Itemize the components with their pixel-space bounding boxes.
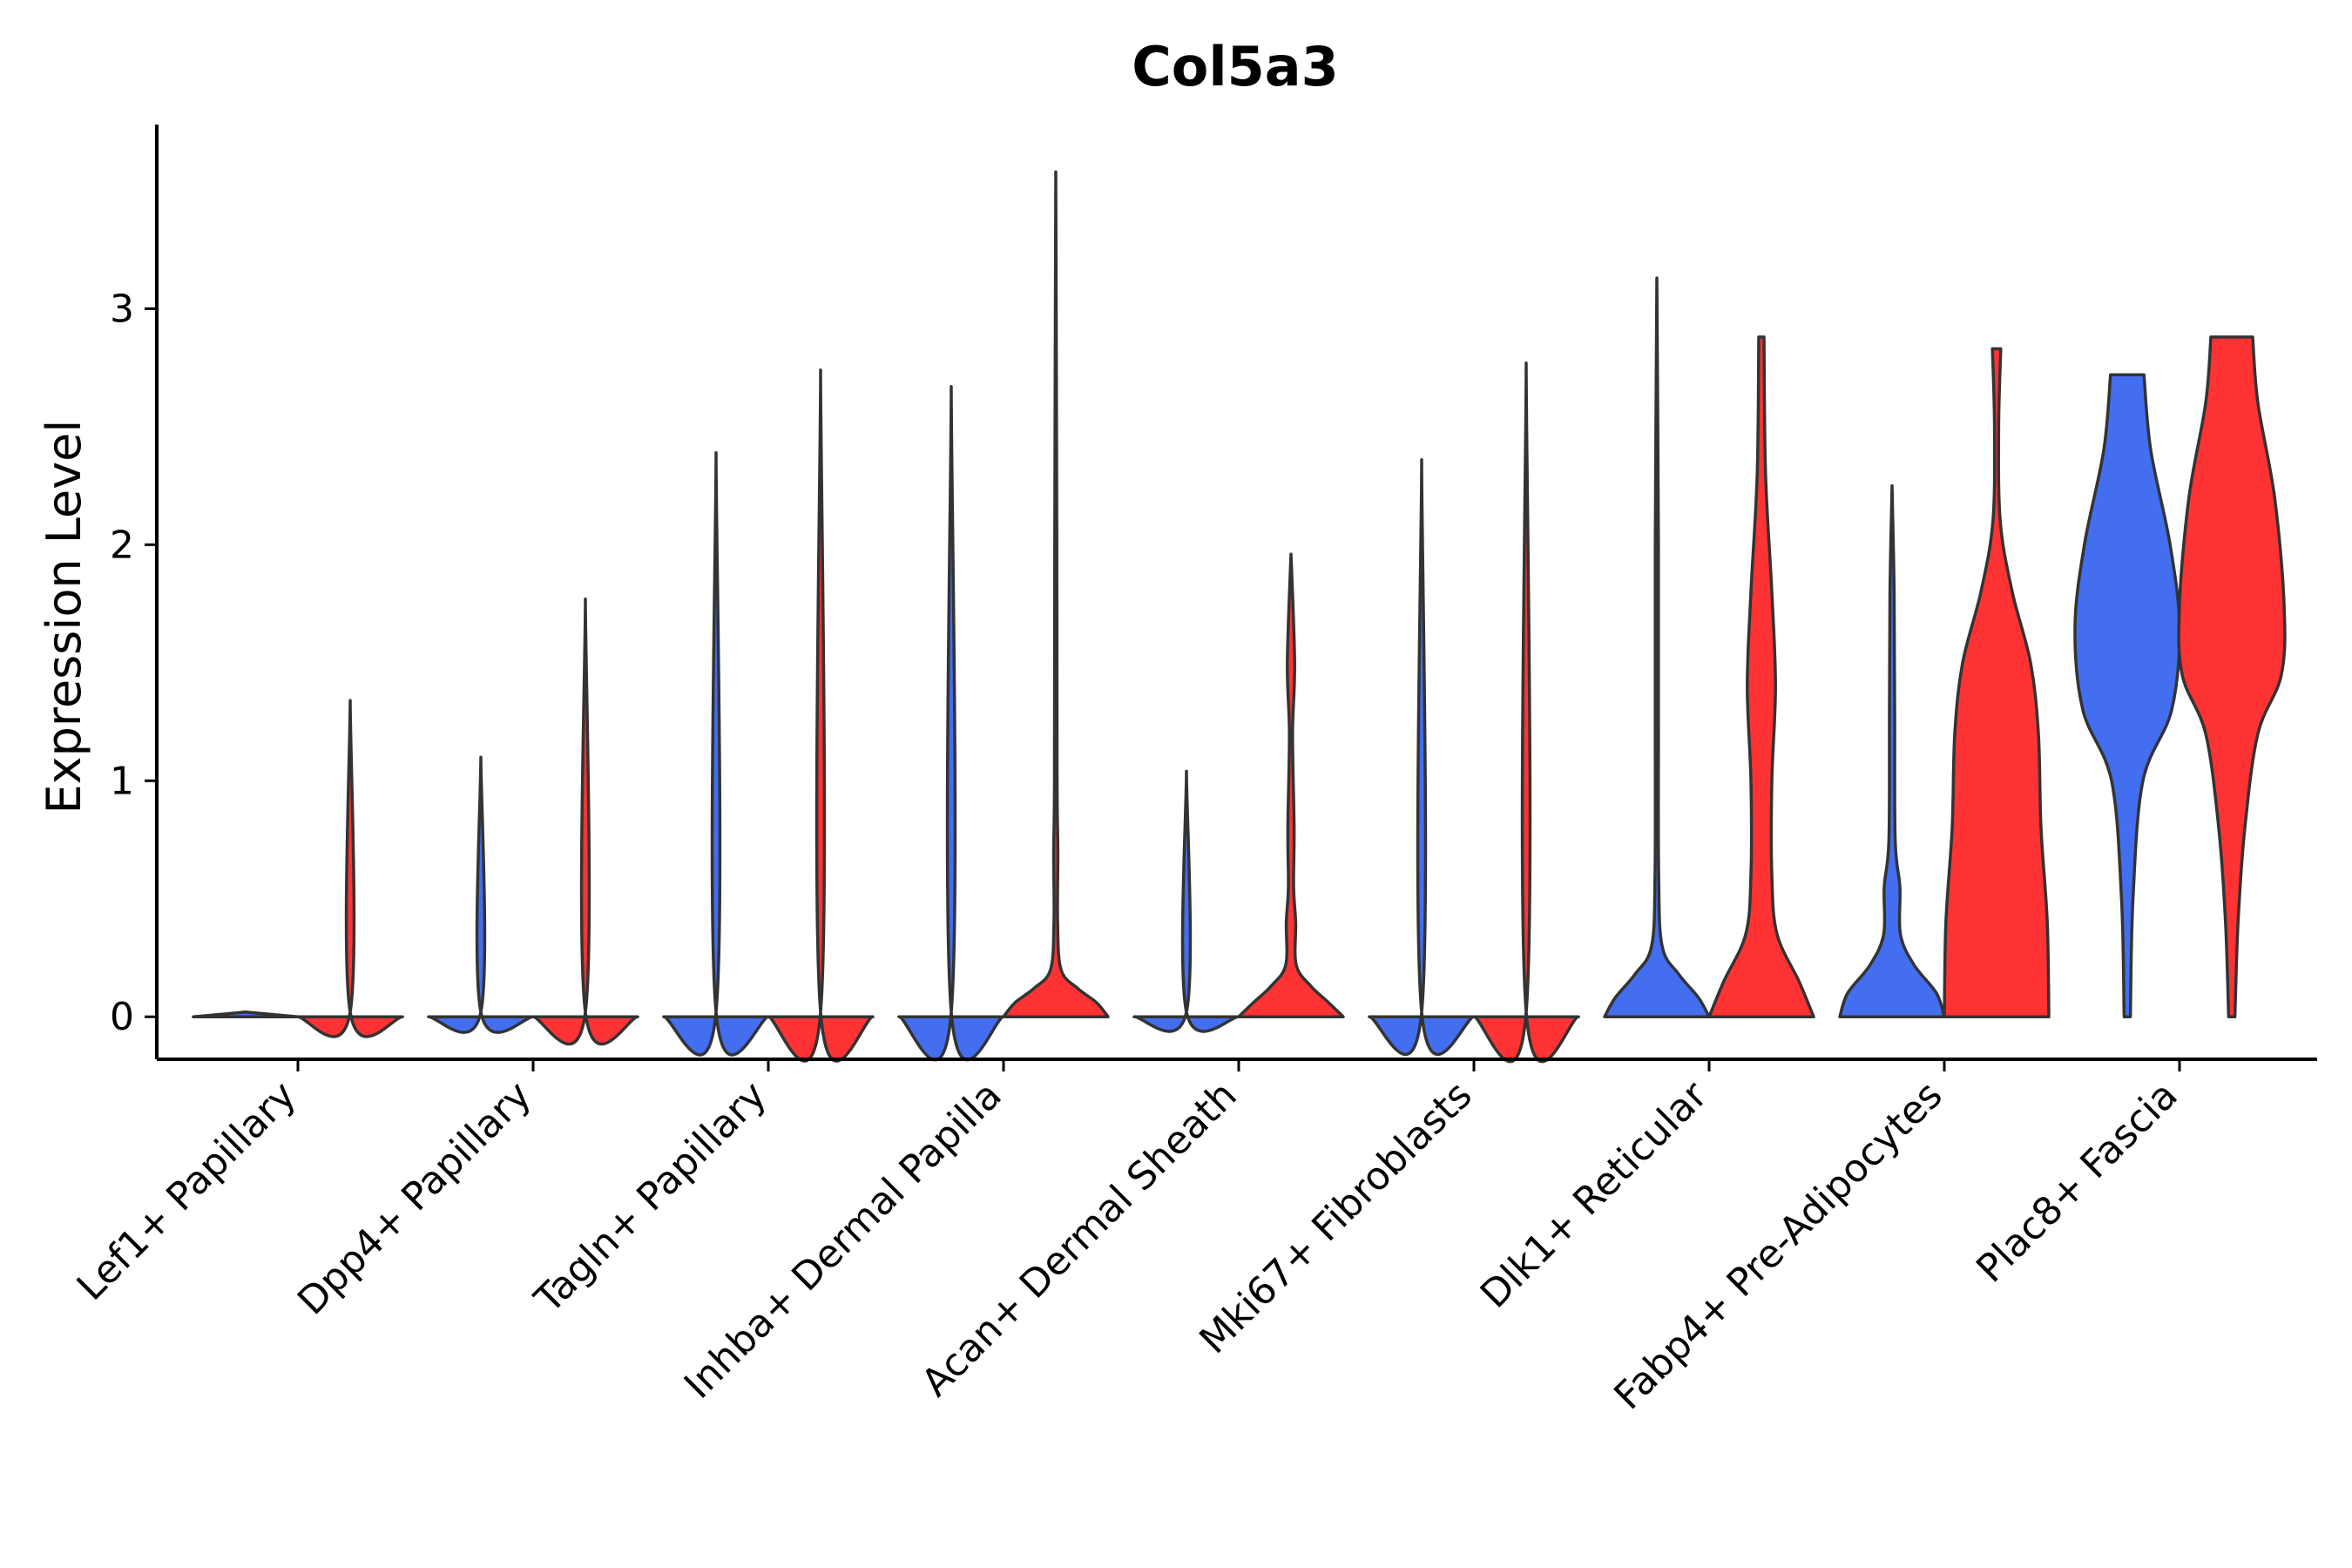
violin-acan-dermal-sheath-2	[1237, 552, 1345, 1018]
violin-lef1-papillary-2	[296, 699, 404, 1038]
violin-fabp4-pre-adipocytes-2	[1943, 347, 2051, 1018]
violin-tagln-papillary-2	[767, 368, 875, 1063]
chart-title: Col5a3	[1132, 35, 1338, 98]
y-tick-label: 1	[110, 759, 134, 803]
violin-fabp4-pre-adipocytes-1	[1838, 483, 1946, 1018]
x-tick-label: Mki67+ Fibroblasts	[1191, 1073, 1480, 1362]
y-tick-label: 0	[110, 995, 134, 1039]
violin-plac8-fascia-2	[2177, 335, 2287, 1018]
x-tick-label: Lef1+ Papillary	[69, 1073, 305, 1309]
violin-tagln-papillary-1	[662, 450, 770, 1057]
violin-lef1-papillary-1	[192, 1010, 300, 1018]
violin-group	[192, 170, 2287, 1064]
axes	[155, 125, 2317, 1061]
y-tick-label: 2	[110, 523, 134, 567]
x-tick-label: Dpp4+ Papillary	[289, 1073, 540, 1324]
y-ticks: 0 1 2 3	[110, 287, 157, 1039]
violin-inhba-dermal-papilla-1	[897, 385, 1005, 1062]
violin-dpp4-papillary-1	[427, 755, 535, 1034]
violin-acan-dermal-sheath-1	[1132, 769, 1240, 1033]
x-tick-label: Dlk1+ Reticular	[1472, 1072, 1717, 1317]
violin-dlk1-reticular-1	[1603, 276, 1711, 1018]
violin-inhba-dermal-papilla-2	[1002, 170, 1110, 1018]
violin-dpp4-papillary-2	[531, 597, 639, 1046]
violin-mki67-fibroblasts-1	[1368, 458, 1476, 1056]
violin-mki67-fibroblasts-2	[1472, 361, 1580, 1064]
x-tick-label: Tagln+ Papillary	[526, 1073, 775, 1322]
violin-dlk1-reticular-2	[1707, 335, 1815, 1018]
violin-plac8-fascia-1	[2073, 373, 2181, 1018]
y-tick-label: 3	[110, 287, 134, 331]
x-tick-label: Plac8+ Fascia	[1968, 1073, 2186, 1292]
y-axis-label: Expression Level	[37, 420, 91, 814]
